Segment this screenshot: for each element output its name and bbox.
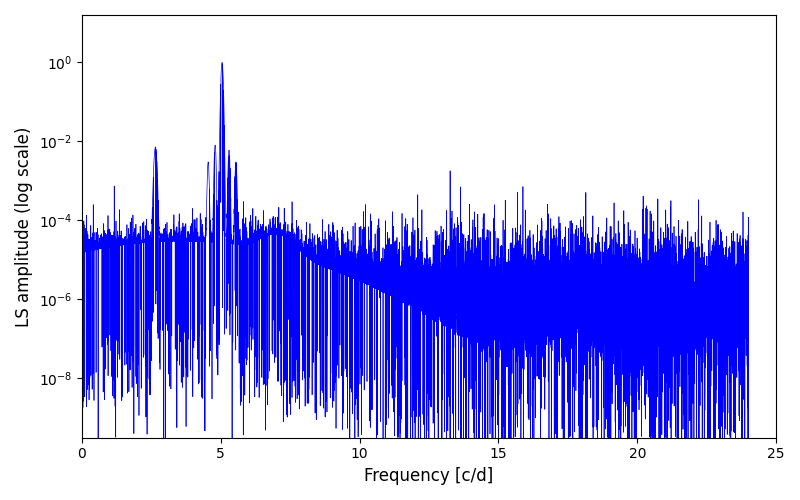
X-axis label: Frequency [c/d]: Frequency [c/d] — [364, 467, 494, 485]
Y-axis label: LS amplitude (log scale): LS amplitude (log scale) — [15, 126, 33, 326]
